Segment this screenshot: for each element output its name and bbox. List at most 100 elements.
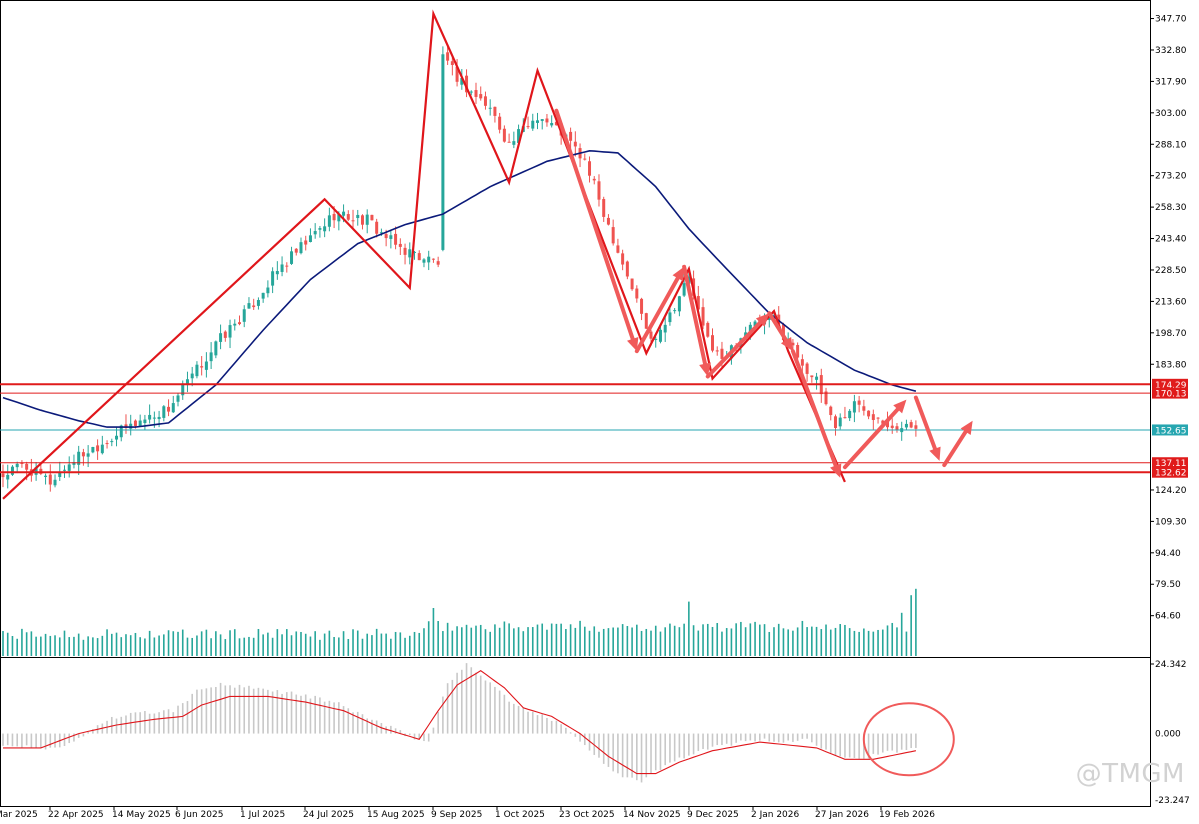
macd-hist-bar	[574, 733, 577, 737]
volume-bar	[820, 629, 823, 656]
macd-hist-bar	[408, 733, 411, 736]
candle-body	[162, 406, 166, 418]
candle-body	[677, 296, 681, 312]
volume-bar	[129, 635, 132, 656]
volume-bar	[900, 612, 903, 656]
candle-body	[256, 300, 260, 306]
projection-arrow-shaft	[790, 349, 838, 468]
price-axis-label: 243.40	[1155, 235, 1187, 245]
macd-hist-bar	[763, 733, 766, 739]
volume-bar	[484, 629, 487, 656]
volume-bar	[21, 628, 23, 656]
candle-body	[805, 363, 809, 374]
volume-bar	[489, 631, 491, 656]
macd-axis-label: 0.000	[1155, 730, 1181, 740]
macd-hist-bar	[432, 727, 435, 734]
macd-hist-bar	[451, 679, 454, 734]
candle-body	[569, 131, 573, 141]
volume-bar	[697, 630, 700, 656]
time-axis-label: 24 Jul 2025	[303, 810, 354, 819]
candle-body	[342, 211, 346, 216]
macd-hist-bar	[271, 691, 274, 734]
volume-bar	[915, 588, 917, 656]
macd-hist-bar	[233, 687, 236, 734]
volume-bar	[186, 637, 189, 656]
price-axis-label: 303.00	[1155, 109, 1187, 119]
candle-body	[550, 122, 554, 126]
macd-hist-bar	[338, 702, 340, 734]
macd-hist-bar	[248, 685, 250, 734]
volume-bar	[768, 631, 771, 656]
macd-hist-bar	[768, 733, 771, 742]
volume-bar	[40, 636, 42, 656]
volume-bar	[740, 621, 742, 656]
volume-bar	[602, 628, 605, 656]
macd-hist-bar	[219, 682, 222, 734]
volume-bar	[233, 629, 236, 656]
volume-bar	[58, 637, 61, 656]
volume-bar	[328, 630, 331, 656]
candle-body	[375, 221, 379, 234]
volume-bar	[688, 601, 690, 656]
macd-hist-bar	[536, 715, 539, 734]
candle-body	[507, 141, 511, 143]
macd-hist-bar	[829, 733, 832, 753]
candle-body	[701, 307, 705, 326]
volume-bar	[125, 634, 127, 656]
volume-bar	[565, 628, 567, 656]
candle-body	[167, 406, 171, 412]
macd-hist-bar	[688, 733, 690, 756]
macd-hist-bar	[664, 733, 666, 766]
volume-bar	[839, 624, 842, 656]
macd-hist-bar	[858, 733, 860, 759]
macd-hist-bar	[498, 690, 501, 734]
candle-body	[365, 214, 369, 225]
macd-hist-bar	[77, 733, 80, 738]
macd-hist-bar	[910, 733, 912, 749]
volume-bar	[196, 635, 198, 656]
candle-body	[796, 344, 800, 358]
candle-body	[247, 303, 251, 309]
volume-bar	[295, 631, 298, 656]
volume-bar	[281, 634, 283, 656]
volume-bar	[300, 631, 302, 656]
macd-hist-bar	[177, 705, 179, 734]
macd-hist-bar	[125, 715, 127, 734]
candle-body	[867, 410, 871, 417]
macd-hist-bar	[801, 733, 804, 739]
candle-body	[238, 322, 241, 325]
macd-hist-bar	[158, 712, 160, 734]
macd-hist-bar	[579, 733, 581, 742]
volume-bar	[144, 638, 146, 656]
macd-hist-bar	[418, 733, 421, 740]
volume-bar	[451, 630, 454, 656]
volume-bar	[210, 638, 212, 656]
candle-body	[696, 296, 700, 310]
projection-arrows	[554, 108, 973, 478]
candle-body	[540, 119, 544, 121]
macd-axis-label: 24.342	[1155, 660, 1187, 670]
macd-hist-bar	[636, 733, 638, 781]
macd-hist-bar	[470, 667, 473, 734]
macd-hist-bar	[867, 733, 870, 759]
macd-hist-bar	[702, 733, 704, 750]
candle-body	[436, 261, 440, 265]
macd-hist-bar	[560, 724, 562, 734]
volume-bar	[716, 623, 719, 656]
volume-bar	[555, 623, 558, 656]
volume-bar	[380, 633, 383, 656]
volume-bar	[68, 637, 71, 656]
time-axis-label: 1 Oct 2025	[495, 810, 545, 819]
volume-bar	[730, 628, 733, 656]
candle-body	[20, 462, 24, 464]
volume-bar	[607, 628, 610, 656]
candle-body	[6, 474, 10, 480]
volume-bar	[579, 620, 581, 656]
volume-bar	[286, 629, 288, 656]
macd-hist-bar	[820, 733, 823, 749]
volume-bar	[276, 629, 279, 656]
candle-body	[450, 61, 454, 65]
volume-bar	[886, 625, 889, 656]
